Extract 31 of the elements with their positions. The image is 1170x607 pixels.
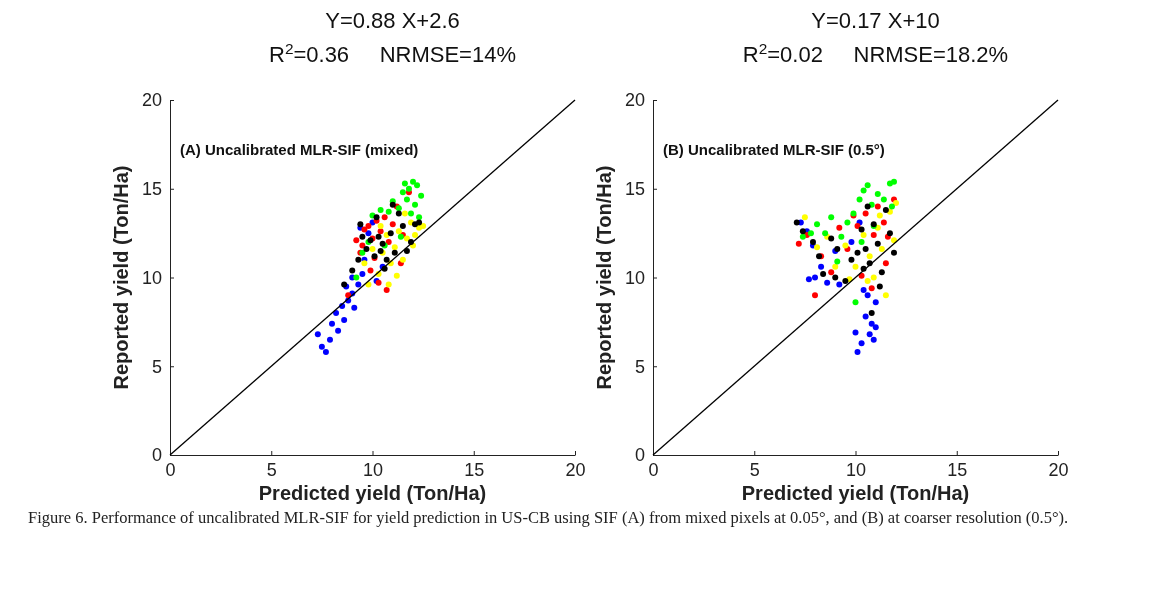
x-tick-label: 0	[165, 459, 176, 480]
y-tick-label: 0	[151, 445, 162, 466]
caption: Figure 6. Performance of uncalibrated MLR-SIF for yield prediction in US-CB using SIF (A) from mixed pixels at 0.05°, and (B) at coarser resolution (0.5°).	[28, 507, 1070, 529]
y-tick-label: 5	[634, 356, 645, 377]
y-tick-label: 15	[624, 179, 645, 200]
x-axis-title: Predicted yield (Ton/Ha)	[258, 482, 487, 504]
chart-subtitle: R$^{2}$=0.02 NRMSE=18.2%	[742, 39, 1009, 67]
y-axis-title: Reported yield (Ton/Ha)	[593, 165, 615, 390]
chart-title: Y=0.17 X+10	[811, 8, 940, 33]
chart-title: Y=0.88 X+2.6	[325, 8, 460, 33]
annotation: (A) Uncalibrated MLR-SIF (mixed)	[180, 141, 419, 158]
x-tick-label: 0	[648, 459, 659, 480]
y-tick-label: 10	[141, 267, 162, 288]
x-tick-label: 10	[845, 459, 867, 480]
chart-subtitle: R$^{2}$=0.36 NRMSE=14%	[268, 39, 517, 67]
y-tick-label: 5	[151, 356, 162, 377]
y-tick-label: 10	[624, 267, 645, 288]
x-tick-label: 10	[362, 459, 384, 480]
x-axis-title: Predicted yield (Ton/Ha)	[741, 482, 970, 504]
x-tick-label: 5	[266, 459, 277, 480]
y-tick-label: 0	[634, 445, 645, 466]
x-tick-label: 15	[947, 459, 968, 480]
x-tick-label: 15	[464, 459, 485, 480]
y-tick-label: 15	[141, 179, 162, 200]
annotation: (B) Uncalibrated MLR-SIF (0.5°)	[663, 141, 885, 158]
y-tick-label: 20	[624, 90, 645, 111]
y-tick-label: 20	[141, 90, 162, 111]
y-axis-title: Reported yield (Ton/Ha)	[110, 165, 132, 390]
x-tick-label: 5	[749, 459, 760, 480]
x-tick-label: 20	[565, 459, 586, 480]
x-tick-label: 20	[1048, 459, 1069, 480]
